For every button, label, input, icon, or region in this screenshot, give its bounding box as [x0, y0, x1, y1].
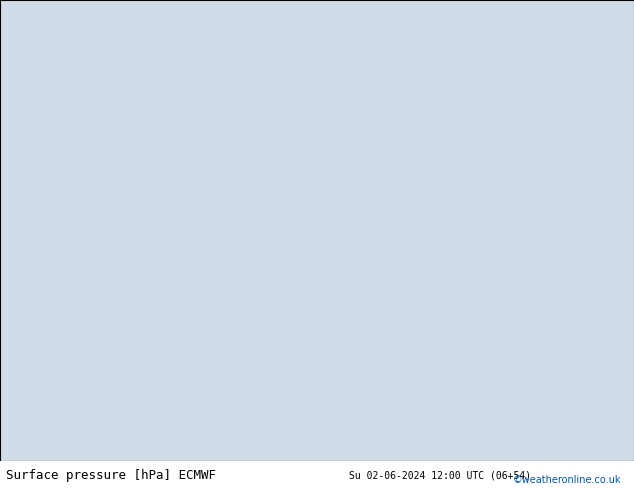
Text: ©weatheronline.co.uk: ©weatheronline.co.uk: [513, 475, 621, 485]
Text: Surface pressure [hPa] ECMWF: Surface pressure [hPa] ECMWF: [6, 469, 216, 482]
Text: Su 02-06-2024 12:00 UTC (06+54): Su 02-06-2024 12:00 UTC (06+54): [349, 470, 531, 480]
